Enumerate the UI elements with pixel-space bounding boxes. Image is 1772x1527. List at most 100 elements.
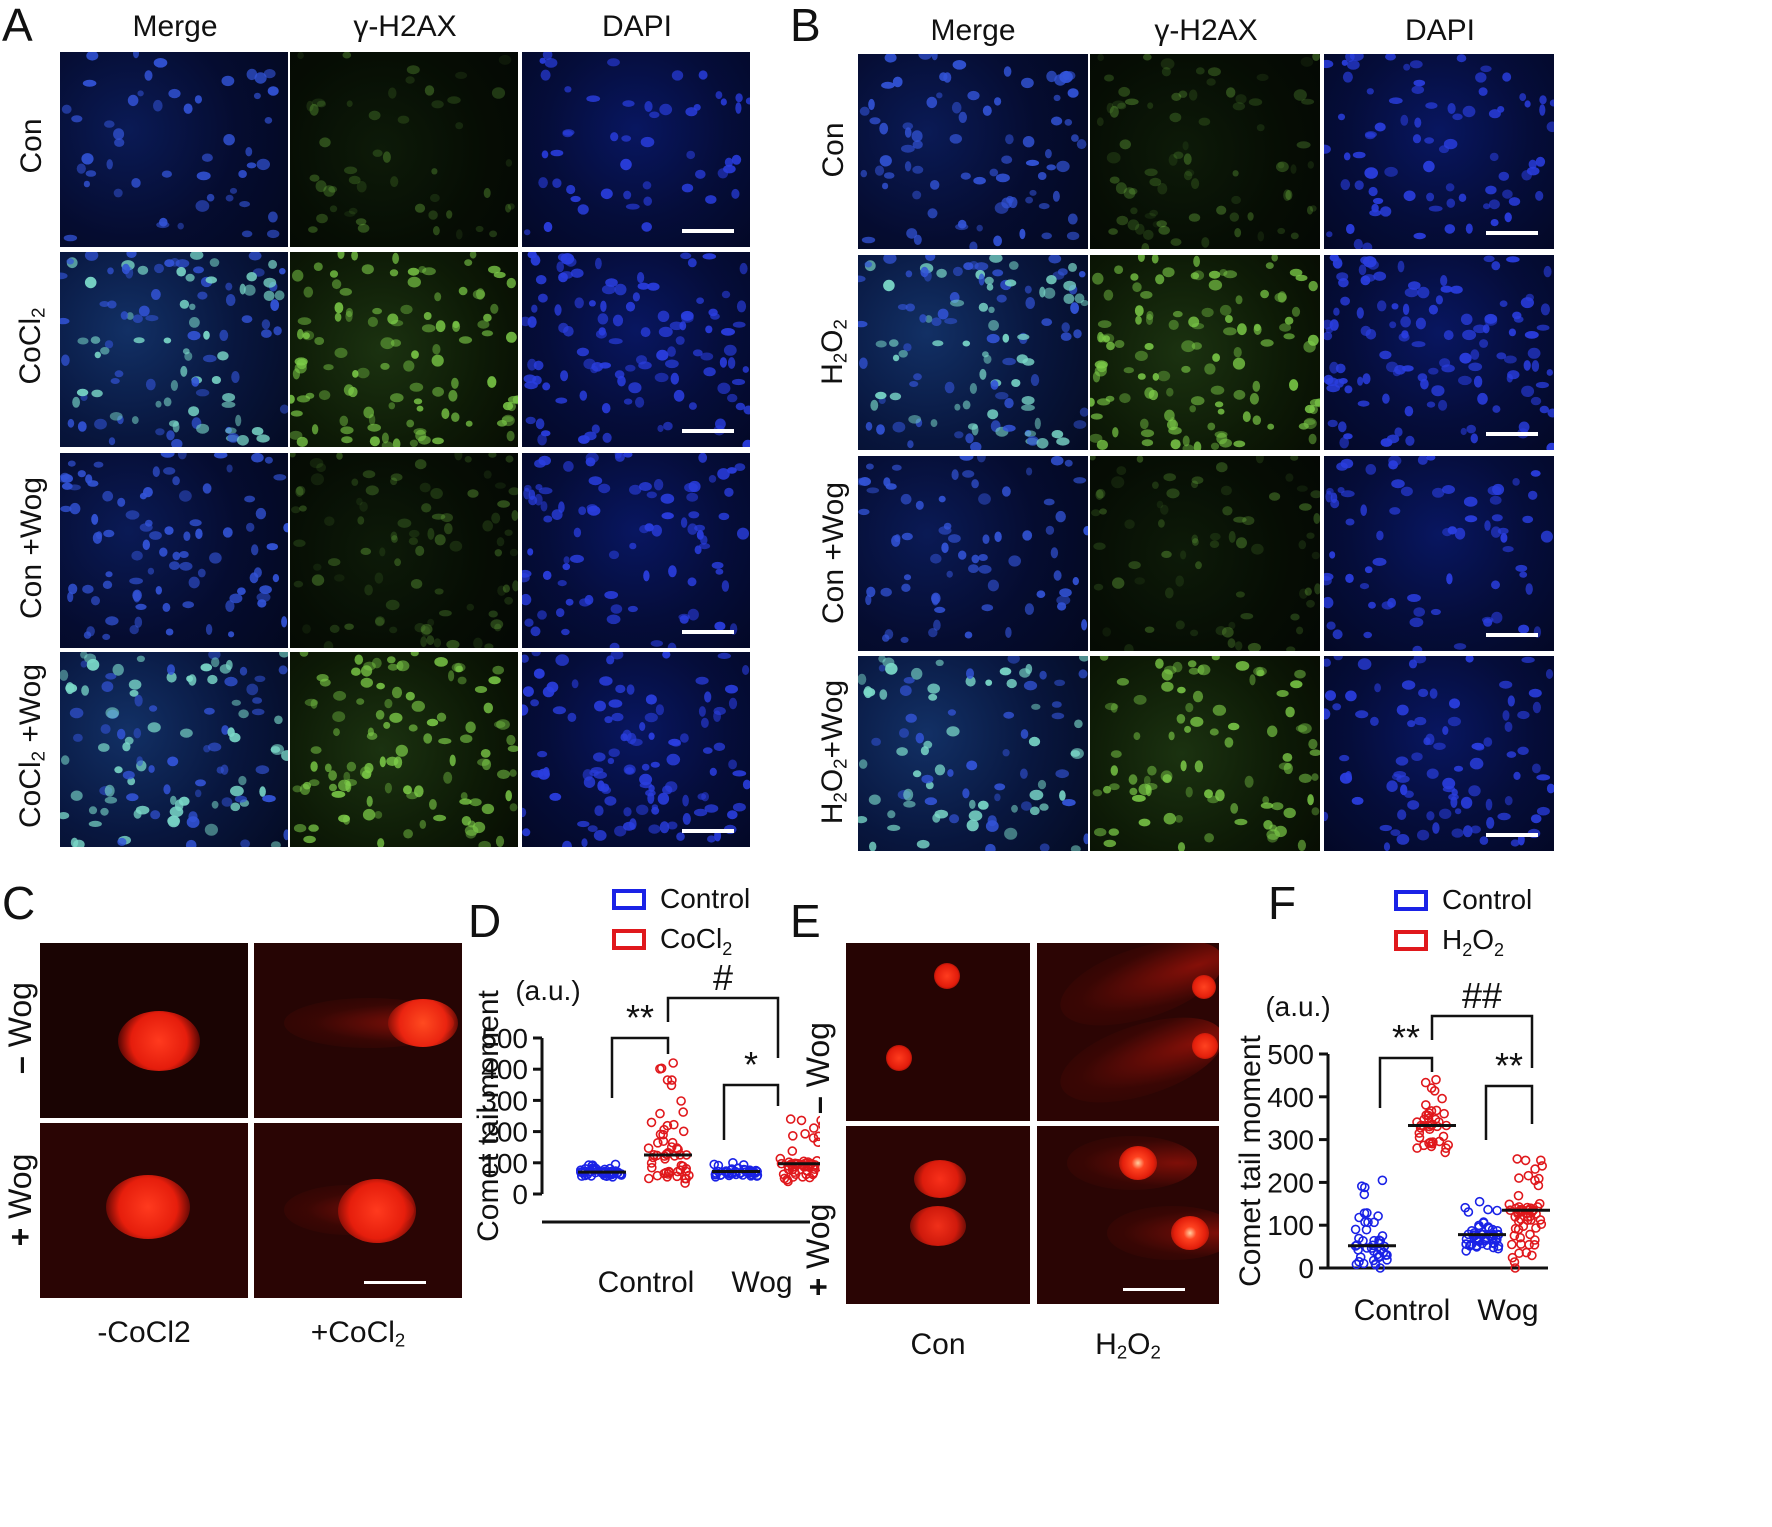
panel-d-data-point xyxy=(646,1117,657,1128)
panel-d-data-point xyxy=(656,1063,667,1074)
panel-f-data-point xyxy=(1513,1190,1524,1201)
panel-d-data-point xyxy=(616,1169,627,1179)
panel-f-data-point xyxy=(1382,1250,1392,1260)
panel-d-data-point xyxy=(652,1138,663,1148)
panel-d-data-point xyxy=(738,1160,749,1170)
panel-a-image-r1-merge xyxy=(60,52,288,247)
panel-d-legend-swatch xyxy=(612,889,646,910)
panel-d-data-point xyxy=(662,1075,673,1085)
panel-label-b: B xyxy=(790,0,821,51)
panel-f-y-axis-label: Comet tail moment xyxy=(1234,1034,1267,1286)
panel-a-scale-bar-r2 xyxy=(682,429,734,433)
panel-d-data-point xyxy=(816,1115,820,1126)
panel-f-data-point xyxy=(1366,1243,1377,1253)
panel-a-scale-bar-r3 xyxy=(682,630,734,634)
panel-f-data-point xyxy=(1471,1240,1482,1251)
panel-c-col-plus-cocl2: +CoCl2 xyxy=(310,1316,406,1351)
panel-label-e: E xyxy=(790,895,821,947)
panel-a-image-r1-h2ax xyxy=(290,52,518,247)
panel-f-significance-bracket xyxy=(1378,1056,1434,1108)
panel-e-row-plus-wog: + Wog xyxy=(800,1203,836,1297)
panel-f-y-unit: (a.u.) xyxy=(1265,991,1330,1022)
panel-d-data-point xyxy=(813,1131,820,1142)
panel-label-d: D xyxy=(468,895,502,947)
panel-a-row-con: Con xyxy=(15,118,48,174)
panel-d-data-point xyxy=(740,1165,751,1175)
panel-d-x-category-wog: Wog xyxy=(731,1266,792,1299)
panel-f-data-point xyxy=(1437,1093,1447,1104)
panel-f-data-point xyxy=(1467,1239,1477,1249)
panel-d-x-category-control: Control xyxy=(598,1266,695,1299)
panel-a-image-r1-dapi xyxy=(522,52,750,247)
panel-f-significance-bracket xyxy=(1430,1014,1534,1068)
panel-f-x-category-wog: Wog xyxy=(1477,1294,1538,1327)
panel-d-data-point xyxy=(796,1115,807,1126)
panel-d-data-point xyxy=(646,1158,657,1168)
panel-f-y-tick-label: 500 xyxy=(1267,1039,1314,1070)
panel-b-row-h2o2: H2O2 xyxy=(815,319,851,385)
panel-c-col-minus-cocl2: -CoCl2 xyxy=(97,1316,191,1349)
panel-f-data-point xyxy=(1424,1138,1434,1148)
panel-e-comet-con-plus-wog xyxy=(846,1126,1030,1304)
panel-a-image-r2-h2ax xyxy=(290,252,518,447)
panel-f-data-point xyxy=(1377,1175,1388,1186)
panel-f-data-point xyxy=(1360,1217,1370,1227)
panel-b-row-h2o2-wog: H2O2+Wog xyxy=(815,679,851,825)
panel-d-data-point xyxy=(667,1137,678,1148)
panel-d-data-point xyxy=(681,1166,692,1177)
panel-b-scale-bar-r2 xyxy=(1486,432,1538,436)
panel-d-data-point xyxy=(587,1160,598,1170)
panel-f-data-point xyxy=(1507,1239,1517,1250)
panel-b-image-r4-merge xyxy=(858,656,1088,851)
panel-f-data-point xyxy=(1529,1240,1540,1250)
panel-d-data-point xyxy=(787,1146,798,1156)
panel-f-data-point xyxy=(1351,1259,1362,1270)
panel-d-y-axis-label: Comet tail moment xyxy=(472,989,505,1241)
panel-f-data-point xyxy=(1534,1198,1545,1209)
panel-d-y-tick-label: 200 xyxy=(481,1117,528,1148)
panel-d-data-point xyxy=(785,1114,796,1124)
panel-d-significance-bracket xyxy=(610,1036,670,1098)
panel-d-data-point xyxy=(575,1165,586,1175)
panel-b-col-merge: Merge xyxy=(930,14,1016,47)
panel-f-y-tick-label: 300 xyxy=(1267,1125,1314,1156)
panel-f-data-point xyxy=(1514,1173,1524,1183)
panel-f-data-point xyxy=(1382,1255,1392,1265)
panel-f-legend-swatch xyxy=(1394,890,1428,911)
panel-d-y-tick-label: 100 xyxy=(481,1148,528,1179)
panel-e-comet-con-minus-wog xyxy=(846,943,1030,1121)
panel-f-data-point xyxy=(1430,1114,1441,1125)
panel-label-c: C xyxy=(2,877,36,929)
panel-b-image-r3-merge xyxy=(858,456,1088,651)
panel-b-image-r1-h2ax xyxy=(1090,54,1320,249)
panel-f-data-point xyxy=(1434,1136,1445,1147)
panel-f-legend-swatch xyxy=(1394,930,1428,951)
panel-d-data-point xyxy=(680,1178,690,1188)
panel-a-scale-bar-r4 xyxy=(682,829,734,833)
panel-f-data-point xyxy=(1414,1132,1425,1143)
panel-d-data-point xyxy=(678,1107,689,1117)
panel-f-significance-mark: ** xyxy=(1495,1045,1523,1086)
panel-f-data-point xyxy=(1426,1083,1437,1093)
panel-f-data-point xyxy=(1431,1074,1441,1085)
panel-d-data-point xyxy=(667,1075,677,1085)
panel-d-data-point xyxy=(655,1108,665,1119)
panel-f-data-point xyxy=(1534,1173,1544,1184)
panel-d-legend-label: Control xyxy=(660,883,750,914)
panel-b-image-r2-dapi xyxy=(1324,255,1554,450)
panel-a-image-r3-h2ax xyxy=(290,453,518,648)
panel-c-comet-plus-cocl2-minus-wog xyxy=(254,943,462,1118)
panel-f-data-point xyxy=(1527,1250,1537,1261)
panel-b-col-dapi: DAPI xyxy=(1404,14,1476,47)
panel-f-data-point xyxy=(1509,1257,1520,1267)
panel-d-y-tick-label: 500 xyxy=(481,1023,528,1054)
panel-f-data-point xyxy=(1504,1199,1515,1210)
panel-f-legend-label: Control xyxy=(1442,884,1532,915)
panel-b-image-r1-dapi xyxy=(1324,54,1554,249)
panel-f-significance-bracket xyxy=(1484,1084,1534,1140)
panel-d-data-point xyxy=(658,1129,668,1140)
panel-f-data-point xyxy=(1431,1105,1442,1116)
panel-e-comet-h2o2-minus-wog xyxy=(1037,943,1219,1121)
panel-f-data-point xyxy=(1426,1106,1437,1116)
panel-e-col-h2o2: H2O2 xyxy=(1095,1328,1161,1363)
